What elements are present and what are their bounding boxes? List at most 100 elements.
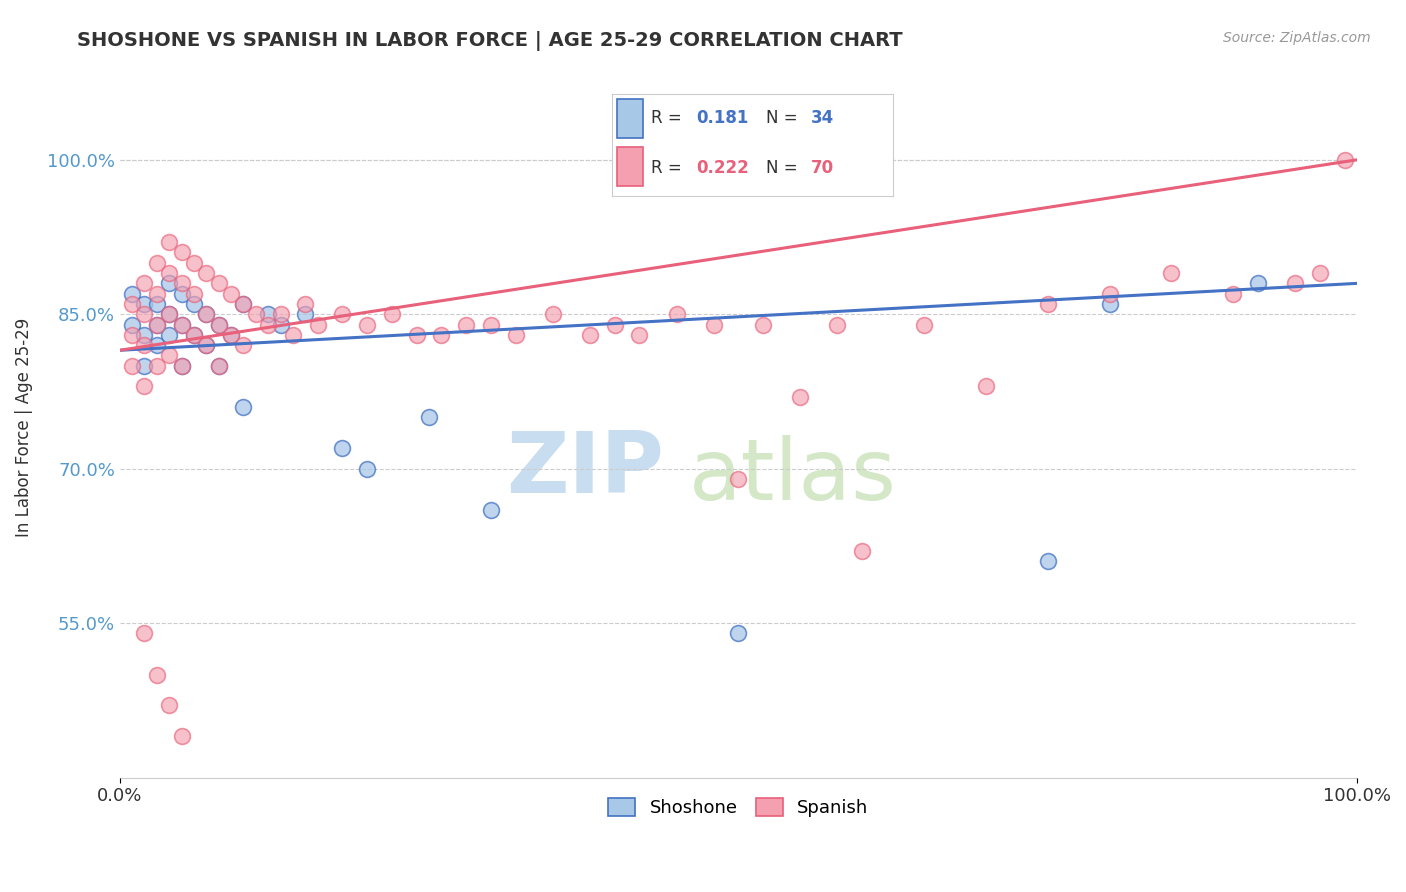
Point	[1247, 277, 1270, 291]
Point	[270, 307, 292, 321]
Point	[183, 256, 205, 270]
Point	[232, 297, 254, 311]
Point	[332, 307, 354, 321]
Text: 0.181: 0.181	[696, 110, 748, 128]
Point	[727, 472, 749, 486]
Text: 0.222: 0.222	[696, 159, 749, 177]
Text: SHOSHONE VS SPANISH IN LABOR FORCE | AGE 25-29 CORRELATION CHART: SHOSHONE VS SPANISH IN LABOR FORCE | AGE…	[77, 31, 903, 51]
Text: N =: N =	[766, 159, 803, 177]
Point	[219, 286, 242, 301]
Point	[356, 318, 378, 332]
Point	[479, 503, 502, 517]
Point	[134, 379, 156, 393]
Point	[1309, 266, 1331, 280]
Text: Source: ZipAtlas.com: Source: ZipAtlas.com	[1223, 31, 1371, 45]
Point	[418, 410, 440, 425]
Point	[134, 338, 156, 352]
Point	[628, 327, 651, 342]
Point	[665, 307, 688, 321]
Point	[157, 327, 180, 342]
Point	[974, 379, 997, 393]
Point	[281, 327, 304, 342]
Text: R =: R =	[651, 110, 688, 128]
Point	[851, 544, 873, 558]
Point	[208, 359, 231, 373]
Point	[134, 327, 156, 342]
Point	[752, 318, 775, 332]
Point	[541, 307, 564, 321]
Point	[1160, 266, 1182, 280]
Point	[183, 297, 205, 311]
Point	[232, 400, 254, 414]
Point	[146, 667, 169, 681]
Point	[405, 327, 427, 342]
Point	[232, 338, 254, 352]
Text: 34: 34	[811, 110, 835, 128]
Point	[134, 277, 156, 291]
Point	[257, 307, 280, 321]
Point	[134, 626, 156, 640]
Point	[170, 277, 193, 291]
Y-axis label: In Labor Force | Age 25-29: In Labor Force | Age 25-29	[15, 318, 32, 537]
Point	[146, 318, 169, 332]
Point	[1333, 153, 1355, 167]
Bar	[617, 99, 643, 137]
Point	[134, 359, 156, 373]
Point	[219, 327, 242, 342]
Point	[121, 297, 143, 311]
Point	[146, 256, 169, 270]
Point	[257, 318, 280, 332]
Point	[183, 286, 205, 301]
Point	[157, 307, 180, 321]
Point	[170, 286, 193, 301]
Point	[121, 359, 143, 373]
Point	[1036, 554, 1059, 568]
Point	[146, 318, 169, 332]
Point	[195, 307, 218, 321]
Point	[727, 626, 749, 640]
Point	[381, 307, 404, 321]
Point	[603, 318, 626, 332]
Point	[170, 359, 193, 373]
Point	[170, 318, 193, 332]
Point	[157, 698, 180, 713]
Point	[912, 318, 935, 332]
Text: N =: N =	[766, 110, 803, 128]
Text: ZIP: ZIP	[506, 428, 664, 511]
Point	[157, 277, 180, 291]
Point	[703, 318, 725, 332]
Point	[332, 441, 354, 455]
Point	[183, 327, 205, 342]
Point	[245, 307, 267, 321]
Point	[294, 297, 316, 311]
Bar	[617, 147, 643, 186]
Point	[195, 307, 218, 321]
Point	[157, 348, 180, 362]
Point	[121, 286, 143, 301]
Point	[170, 245, 193, 260]
Legend: Shoshone, Spanish: Shoshone, Spanish	[600, 790, 876, 824]
Point	[270, 318, 292, 332]
Text: atlas: atlas	[689, 435, 897, 518]
Point	[1036, 297, 1059, 311]
Point	[294, 307, 316, 321]
Text: R =: R =	[651, 159, 688, 177]
Point	[146, 286, 169, 301]
Point	[195, 338, 218, 352]
Point	[170, 359, 193, 373]
Point	[157, 307, 180, 321]
Point	[1098, 286, 1121, 301]
Point	[356, 461, 378, 475]
Point	[827, 318, 849, 332]
Point	[121, 318, 143, 332]
Point	[146, 297, 169, 311]
Point	[146, 359, 169, 373]
Point	[1098, 297, 1121, 311]
Point	[430, 327, 453, 342]
Point	[195, 338, 218, 352]
Point	[579, 327, 602, 342]
Text: 70: 70	[811, 159, 834, 177]
Point	[170, 318, 193, 332]
Point	[134, 297, 156, 311]
Point	[219, 327, 242, 342]
